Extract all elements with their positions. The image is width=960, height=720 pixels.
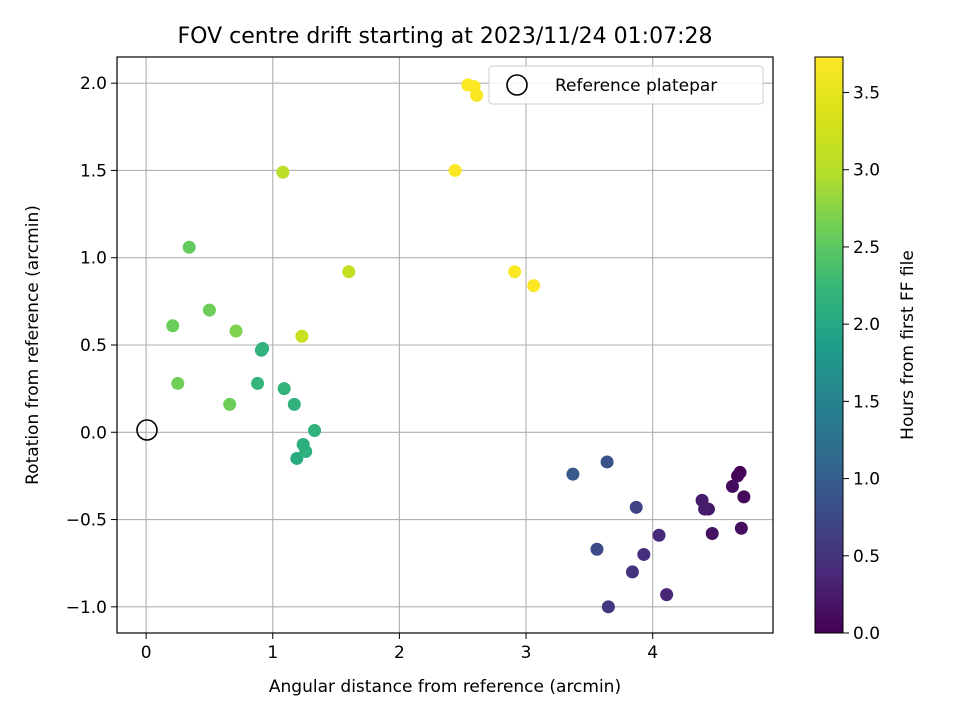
data-point xyxy=(601,600,615,614)
data-point xyxy=(342,265,356,279)
colorbar-tick-label: 1.5 xyxy=(853,392,880,412)
data-point xyxy=(202,303,216,317)
data-point xyxy=(299,444,313,458)
colorbar-tick-label: 3.0 xyxy=(853,161,880,181)
y-tick-label: 1.0 xyxy=(80,249,107,269)
colorbar: 0.0 0.5 1.0 1.5 2.0 2.5 3.0 3.5 Hours from firs… xyxy=(814,56,918,644)
data-point xyxy=(276,165,290,179)
legend-marker xyxy=(506,74,528,96)
data-point xyxy=(660,588,674,602)
x-tick-label: 2 xyxy=(394,643,405,663)
legend-entry-reference: Reference platepar xyxy=(555,76,717,96)
data-point xyxy=(290,451,304,465)
data-point xyxy=(566,467,580,481)
data-point xyxy=(652,528,666,542)
reference-point-marker xyxy=(136,419,158,441)
data-point xyxy=(725,479,739,493)
y-tick-label: −0.5 xyxy=(66,511,107,531)
data-point xyxy=(629,500,643,514)
x-tick-label: 3 xyxy=(521,643,532,663)
grid xyxy=(117,57,773,633)
data-point xyxy=(229,324,243,338)
data-point xyxy=(171,376,185,390)
colorbar-ticks: 0.0 0.5 1.0 1.5 2.0 2.5 3.0 3.5 xyxy=(843,84,880,644)
data-point xyxy=(223,397,237,411)
data-point xyxy=(731,469,745,483)
data-point xyxy=(734,521,748,535)
y-axis-label: Rotation from reference (arcmin) xyxy=(23,205,43,485)
data-point xyxy=(527,279,541,293)
data-point xyxy=(287,397,301,411)
data-point xyxy=(277,382,291,396)
data-point xyxy=(637,547,651,561)
colorbar-tick-label: 2.5 xyxy=(853,238,880,258)
data-point xyxy=(737,490,751,504)
colorbar-tick-label: 0.5 xyxy=(853,547,880,567)
data-point xyxy=(705,527,719,541)
data-point xyxy=(448,163,462,177)
y-tick-label: −1.0 xyxy=(66,598,107,618)
data-point xyxy=(166,319,180,333)
colorbar-gradient xyxy=(814,56,844,634)
x-tick-label: 0 xyxy=(141,643,152,663)
legend-box xyxy=(488,65,764,105)
data-point xyxy=(251,376,265,390)
colorbar-tick-label: 0.0 xyxy=(853,624,880,644)
y-tick-label: 2.0 xyxy=(80,74,107,94)
legend: Reference platepar xyxy=(488,65,764,105)
data-points xyxy=(166,78,751,614)
data-point xyxy=(600,455,614,469)
x-axis-label: Angular distance from reference (arcmin) xyxy=(269,677,621,697)
data-point xyxy=(508,265,522,279)
x-tick-label: 4 xyxy=(647,643,658,663)
data-point xyxy=(698,502,712,516)
data-point xyxy=(308,424,322,438)
chart-title: FOV centre drift starting at 2023/11/24 … xyxy=(178,24,713,49)
data-point xyxy=(295,329,309,343)
y-tick-label: 1.5 xyxy=(80,161,107,181)
colorbar-label: Hours from first FF file xyxy=(898,250,918,440)
data-point xyxy=(182,240,196,254)
y-tick-label: 0.5 xyxy=(80,336,107,356)
data-point xyxy=(470,88,484,102)
data-point xyxy=(256,341,270,355)
colorbar-tick-label: 2.0 xyxy=(853,315,880,335)
data-point xyxy=(590,542,604,556)
colorbar-tick-label: 1.0 xyxy=(853,470,880,490)
y-axis: −1.0 −0.5 0.0 0.5 1.0 1.5 2.0 xyxy=(66,74,117,618)
colorbar-tick-label: 3.5 xyxy=(853,84,880,104)
data-point xyxy=(625,565,639,579)
x-tick-label: 1 xyxy=(267,643,278,663)
x-axis: 0 1 2 3 4 xyxy=(141,633,658,663)
y-tick-label: 0.0 xyxy=(80,423,107,443)
